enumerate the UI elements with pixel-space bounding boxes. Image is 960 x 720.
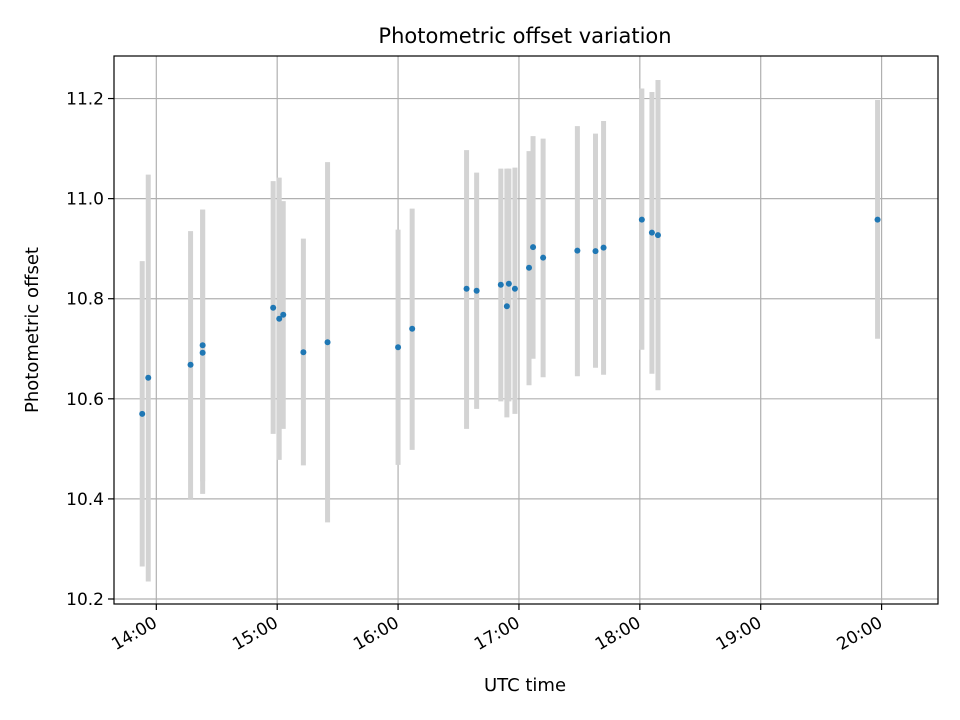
x-axis-label: UTC time <box>484 675 566 696</box>
data-point <box>199 342 206 349</box>
data-point <box>139 410 146 417</box>
data-point <box>654 232 661 239</box>
y-tick-label: 10.4 <box>66 490 104 510</box>
y-axis-ticks: 10.2 10.4 10.6 10.8 11.0 11.2 <box>66 90 114 610</box>
y-axis-label: Photometric offset <box>22 247 43 413</box>
data-point <box>530 244 537 251</box>
data-point <box>300 349 307 356</box>
data-point <box>526 264 533 271</box>
data-point <box>395 344 402 351</box>
data-point <box>276 315 283 322</box>
data-point <box>540 254 547 261</box>
data-point <box>638 216 645 223</box>
data-point <box>648 229 655 236</box>
data-point <box>409 325 416 332</box>
data-point <box>600 244 607 251</box>
data-point <box>270 304 277 311</box>
y-tick-label: 11.0 <box>66 190 104 210</box>
data-point <box>199 349 206 356</box>
data-point <box>280 311 287 318</box>
data-points <box>139 216 881 417</box>
y-tick-label: 10.2 <box>66 590 104 610</box>
y-tick-label: 10.8 <box>66 290 104 310</box>
data-point <box>592 248 599 255</box>
data-point <box>574 247 581 254</box>
data-point <box>503 303 510 310</box>
y-tick-label: 10.6 <box>66 390 104 410</box>
chart-title: Photometric offset variation <box>378 24 671 48</box>
data-point <box>463 285 470 292</box>
data-point <box>145 374 152 381</box>
data-point <box>324 339 331 346</box>
data-point <box>473 287 480 294</box>
y-tick-label: 11.2 <box>66 90 104 110</box>
data-point <box>187 361 194 368</box>
data-point <box>497 281 504 288</box>
plot-frame <box>113 55 939 605</box>
data-point <box>505 280 512 287</box>
data-point <box>874 216 881 223</box>
data-point <box>511 285 518 292</box>
